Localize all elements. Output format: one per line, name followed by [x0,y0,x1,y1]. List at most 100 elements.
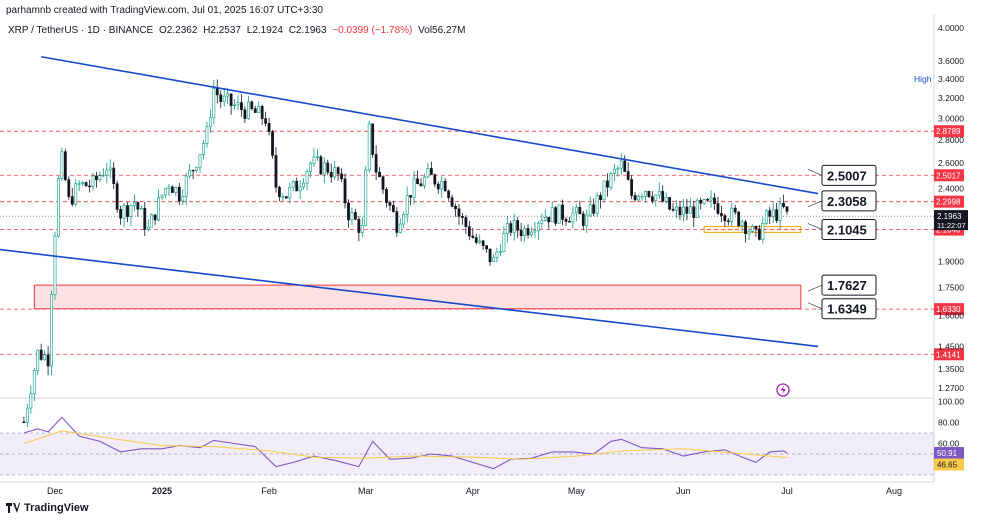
candle[interactable] [25,403,29,427]
candle[interactable] [754,225,758,237]
candle[interactable] [526,224,530,239]
candle[interactable] [474,233,478,245]
callout-box-1[interactable] [821,190,877,212]
candle[interactable] [423,173,426,189]
candle[interactable] [733,204,737,215]
candle[interactable] [371,123,375,158]
candle[interactable] [619,153,623,176]
candle[interactable] [50,290,53,376]
candle[interactable] [143,201,147,237]
candle[interactable] [343,173,347,209]
candle[interactable] [671,203,675,213]
candle[interactable] [260,104,264,125]
candle[interactable] [668,196,672,211]
candle[interactable] [305,169,309,191]
candle[interactable] [761,217,765,244]
candle[interactable] [412,170,416,205]
candle[interactable] [757,225,761,241]
candle[interactable] [719,205,723,222]
candle[interactable] [309,161,312,178]
candle[interactable] [585,209,589,233]
candle[interactable] [385,187,388,208]
candle[interactable] [381,175,385,195]
candle[interactable] [153,214,157,226]
candle[interactable] [233,98,236,110]
candle[interactable] [606,173,609,197]
candle[interactable] [46,346,50,376]
candle[interactable] [253,105,257,113]
candle[interactable] [547,216,551,229]
candle[interactable] [191,169,195,180]
candle[interactable] [264,111,268,127]
candle[interactable] [288,183,292,204]
candle[interactable] [505,216,509,243]
candle[interactable] [188,164,192,179]
candle[interactable] [77,179,81,191]
candle[interactable] [782,194,785,209]
candle[interactable] [219,90,223,109]
candle[interactable] [374,145,378,180]
candle[interactable] [771,202,775,223]
candle[interactable] [353,208,357,221]
candle[interactable] [540,213,544,230]
candle[interactable] [364,165,368,227]
candle[interactable] [398,218,402,234]
candle[interactable] [550,201,554,223]
candle[interactable] [98,171,102,183]
candle[interactable] [112,162,116,189]
rsi-ma-line[interactable] [23,430,788,460]
candle[interactable] [664,192,668,204]
candle[interactable] [512,213,516,241]
candle[interactable] [609,171,613,191]
candle[interactable] [174,186,178,197]
candle[interactable] [630,175,634,200]
candle[interactable] [81,181,85,186]
candle[interactable] [222,87,226,107]
candle[interactable] [295,177,299,192]
trendline-1[interactable] [0,246,819,348]
candle[interactable] [32,367,36,402]
candle[interactable] [302,178,306,190]
callout-box-2[interactable] [821,219,877,241]
candle[interactable] [778,197,782,230]
candle[interactable] [661,185,665,203]
candle[interactable] [647,190,651,199]
candle[interactable] [57,175,60,238]
candle[interactable] [692,200,696,227]
candle[interactable] [405,186,409,223]
candle[interactable] [702,198,706,206]
candle[interactable] [509,220,513,237]
candle[interactable] [101,168,105,178]
candle[interactable] [84,181,88,187]
candle[interactable] [53,232,57,300]
callout-box-3[interactable] [821,274,877,296]
candle[interactable] [426,162,430,179]
candle[interactable] [336,166,340,181]
candle[interactable] [164,187,167,199]
candle[interactable] [571,206,575,229]
callout-box-0[interactable] [821,164,877,186]
candle[interactable] [440,176,444,199]
candle[interactable] [126,202,129,223]
candle[interactable] [433,173,437,188]
candle[interactable] [699,197,703,210]
candle[interactable] [236,95,240,110]
candle[interactable] [495,247,499,263]
candle[interactable] [43,350,47,362]
candle[interactable] [122,203,126,228]
candle[interactable] [157,189,160,222]
candle[interactable] [267,117,271,136]
candle[interactable] [326,159,330,176]
candle[interactable] [443,177,447,192]
candle[interactable] [467,220,471,241]
candle[interactable] [177,182,181,205]
candle[interactable] [726,217,730,226]
candle[interactable] [133,194,136,212]
candle[interactable] [716,196,720,215]
candle[interactable] [312,148,316,167]
candle[interactable] [395,207,399,237]
candle[interactable] [136,201,140,217]
candle[interactable] [536,220,540,240]
candle[interactable] [709,190,713,208]
